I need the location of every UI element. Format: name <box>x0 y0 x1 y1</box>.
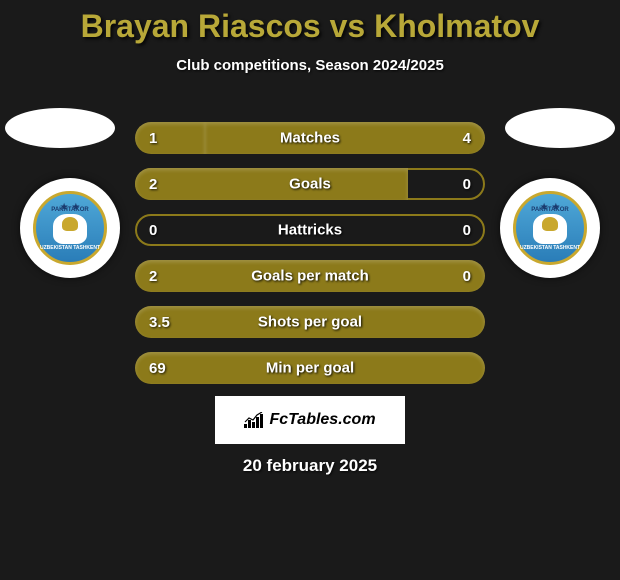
stat-value-left: 0 <box>149 222 157 239</box>
stat-value-right: 0 <box>463 222 471 239</box>
stat-label: Shots per goal <box>258 314 362 331</box>
stat-row-spg: 3.5 Shots per goal <box>135 306 485 338</box>
stat-label: Matches <box>280 130 340 147</box>
stat-value-left: 1 <box>149 130 157 147</box>
stat-value-left: 2 <box>149 176 157 193</box>
badge-name-top-right: PAKHTAKOR <box>531 207 568 213</box>
stat-bar-right: 0 <box>408 168 485 200</box>
badge-name-bottom-right: UZBEKISTAN TASHKENT <box>520 245 580 251</box>
stat-bar-left: 2 <box>135 168 408 200</box>
player-silhouette-left <box>5 108 115 148</box>
stat-label: Hattricks <box>278 222 342 239</box>
stat-label: Min per goal <box>266 360 354 377</box>
badge-icon-right <box>533 214 567 244</box>
fctables-label: FcTables.com <box>269 411 375 429</box>
badge-inner-left: ★ ★ PAKHTAKOR UZBEKISTAN TASHKENT <box>33 191 107 265</box>
stats-container: 1 4 Matches 2 0 Goals 0 0 Hattricks 2 0 <box>135 122 485 398</box>
fctables-icon <box>244 412 264 428</box>
badge-icon-left <box>53 214 87 244</box>
stat-value-right: 4 <box>463 130 471 147</box>
comparison-title: Brayan Riascos vs Kholmatov <box>0 0 620 45</box>
player-silhouette-right <box>505 108 615 148</box>
comparison-date: 20 february 2025 <box>243 456 377 476</box>
club-badge-right: ★ ★ PAKHTAKOR UZBEKISTAN TASHKENT <box>500 178 600 278</box>
stat-label: Goals per match <box>251 268 369 285</box>
badge-name-top-left: PAKHTAKOR <box>51 207 88 213</box>
stat-value-right: 0 <box>463 176 471 193</box>
stat-row-hattricks: 0 0 Hattricks <box>135 214 485 246</box>
fctables-attribution: FcTables.com <box>215 396 405 444</box>
comparison-subtitle: Club competitions, Season 2024/2025 <box>0 57 620 74</box>
stat-label: Goals <box>289 176 331 193</box>
stat-row-matches: 1 4 Matches <box>135 122 485 154</box>
stat-row-mpg: 69 Min per goal <box>135 352 485 384</box>
badge-name-bottom-left: UZBEKISTAN TASHKENT <box>40 245 100 251</box>
stat-row-goals: 2 0 Goals <box>135 168 485 200</box>
stat-value-right: 0 <box>463 268 485 285</box>
stat-value-left: 2 <box>135 268 157 285</box>
stat-bar-right: 4 <box>205 122 485 154</box>
club-badge-left: ★ ★ PAKHTAKOR UZBEKISTAN TASHKENT <box>20 178 120 278</box>
badge-inner-right: ★ ★ PAKHTAKOR UZBEKISTAN TASHKENT <box>513 191 587 265</box>
stat-row-gpm: 2 0 Goals per match <box>135 260 485 292</box>
stat-value-left: 69 <box>135 360 166 377</box>
stat-bar-left: 1 <box>135 122 205 154</box>
stat-value-left: 3.5 <box>135 314 170 331</box>
